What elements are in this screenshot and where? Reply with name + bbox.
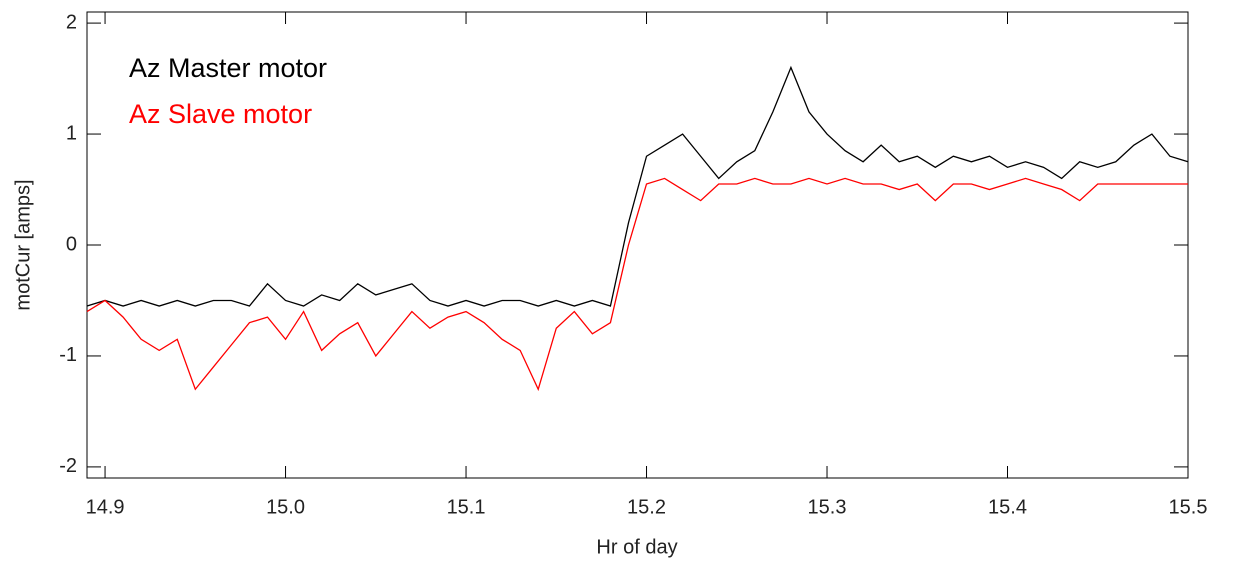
- x-tick-label: 15.3: [808, 496, 847, 518]
- x-tick-label: 15.4: [988, 496, 1027, 518]
- x-tick-label: 15.5: [1169, 496, 1208, 518]
- x-tick-label: 14.9: [86, 496, 125, 518]
- y-tick-label: 2: [66, 11, 77, 33]
- x-axis-label: Hr of day: [596, 536, 677, 558]
- series-line: [86, 177, 1188, 392]
- legend-entry: Az Master motor: [129, 53, 327, 83]
- y-tick-label: -2: [59, 455, 77, 477]
- y-tick-label: -1: [59, 344, 77, 366]
- x-tick-label: 15.0: [266, 496, 305, 518]
- series-line: [86, 65, 1189, 307]
- y-tick-label: 0: [66, 233, 77, 255]
- y-axis-label: motCur [amps]: [12, 179, 34, 310]
- x-tick-label: 15.1: [447, 496, 486, 518]
- y-tick-label: 1: [66, 122, 77, 144]
- x-tick-label: 15.2: [627, 496, 666, 518]
- legend-entry: Az Slave motor: [129, 99, 312, 129]
